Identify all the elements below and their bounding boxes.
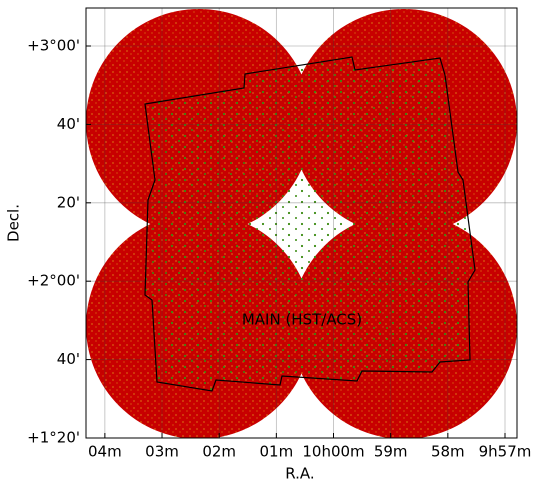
x-tick-label: 03m [145, 443, 179, 461]
x-tick-label: 59m [374, 443, 408, 461]
x-tick-label: 01m [259, 443, 293, 461]
y-axis-label: Decl. [5, 204, 23, 242]
coverage [86, 9, 517, 438]
y-tick-label: 40' [57, 350, 80, 368]
x-tick-label: 10h00m [302, 443, 364, 461]
x-tick-label: 9h57m [479, 443, 532, 461]
y-tick-label: +2°00' [27, 272, 80, 290]
x-axis-label: R.A. [285, 465, 314, 483]
x-tick-label: 04m [88, 443, 122, 461]
y-tick-label: 40' [57, 115, 80, 133]
y-tick-label: +3°00' [27, 37, 80, 55]
frame [85, 7, 518, 439]
annotation: MAIN (HST/ACS) [242, 311, 362, 329]
x-tick-label: 02m [202, 443, 236, 461]
y-tick-label: +1°20' [27, 429, 80, 447]
footprint [144, 56, 476, 392]
x-tick-label: 58m [431, 443, 465, 461]
y-tick-label: 20' [57, 193, 80, 211]
